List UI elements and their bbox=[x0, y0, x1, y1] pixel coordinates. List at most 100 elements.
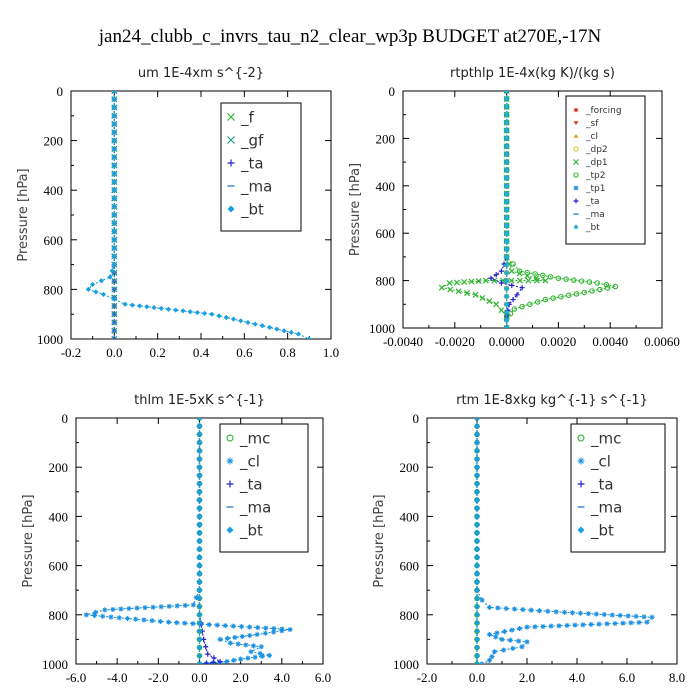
data-point bbox=[479, 294, 486, 302]
data-point bbox=[196, 645, 203, 651]
data-point bbox=[504, 230, 510, 236]
x-tick-label: -2.0 bbox=[148, 670, 169, 685]
y-tick-label: 0 bbox=[57, 84, 64, 99]
series-layer bbox=[85, 91, 312, 339]
data-point bbox=[493, 272, 499, 278]
data-point bbox=[150, 604, 156, 610]
legend-label: _dp2 bbox=[585, 145, 608, 155]
y-tick-label: 800 bbox=[376, 274, 396, 289]
data-point bbox=[504, 206, 510, 213]
y-tick-label: 800 bbox=[400, 608, 420, 623]
data-point bbox=[482, 277, 489, 284]
y-tick-label: 0 bbox=[389, 84, 396, 99]
data-point bbox=[565, 292, 572, 299]
data-point bbox=[504, 167, 510, 173]
data-point bbox=[564, 622, 570, 629]
data-point bbox=[588, 621, 594, 628]
data-point bbox=[166, 603, 172, 609]
x-tick-label: -0.0040 bbox=[383, 334, 423, 349]
y-tick-label: 0 bbox=[62, 411, 69, 426]
legend-marker bbox=[573, 121, 579, 125]
legend-marker bbox=[577, 457, 585, 465]
data-point bbox=[504, 96, 510, 102]
data-point bbox=[227, 640, 233, 646]
data-point bbox=[499, 636, 505, 642]
legend-item: _cl bbox=[573, 132, 598, 142]
data-point bbox=[494, 630, 500, 636]
data-point bbox=[589, 288, 595, 294]
legend-label: _cl bbox=[585, 132, 598, 142]
data-point bbox=[504, 104, 510, 110]
y-axis-label: Pressure [hPa] bbox=[21, 494, 36, 587]
data-point bbox=[446, 279, 453, 286]
legend-item: _ta bbox=[227, 154, 264, 173]
y-tick-label: 400 bbox=[376, 179, 396, 194]
data-point bbox=[558, 293, 564, 300]
data-point bbox=[196, 530, 203, 536]
data-point bbox=[542, 296, 549, 303]
data-point bbox=[252, 321, 258, 327]
data-point bbox=[604, 621, 610, 627]
data-point bbox=[111, 154, 117, 160]
data-point bbox=[468, 278, 475, 285]
legend-marker bbox=[226, 457, 234, 465]
x-tick-label: -0.2 bbox=[61, 345, 82, 360]
data-point bbox=[561, 609, 568, 615]
data-point bbox=[111, 335, 118, 339]
data-point bbox=[571, 277, 577, 283]
data-point bbox=[488, 275, 494, 281]
chart-panel-3: thlm 1E-5xK s^{-1} Pressure [hPa] -6.0 -4.0… bbox=[21, 393, 331, 685]
data-point bbox=[196, 653, 203, 659]
legend: _f _gf _ta _ma _bt bbox=[220, 102, 302, 232]
x-tick-label: -0.0020 bbox=[435, 334, 475, 349]
data-point bbox=[118, 606, 124, 612]
data-point bbox=[510, 261, 516, 267]
legend-label: _bt bbox=[239, 521, 263, 540]
data-point bbox=[246, 624, 253, 630]
data-point bbox=[503, 605, 509, 612]
data-point bbox=[247, 632, 253, 639]
data-point bbox=[532, 624, 538, 630]
data-point bbox=[263, 625, 269, 631]
data-point bbox=[111, 228, 117, 235]
data-point bbox=[111, 262, 117, 268]
data-point bbox=[165, 306, 172, 312]
data-point bbox=[572, 622, 578, 628]
legend-item: _ma bbox=[226, 498, 271, 517]
legend-label: _ta bbox=[585, 197, 600, 207]
data-point bbox=[209, 311, 215, 317]
x-tick-label: 0.0 bbox=[106, 345, 122, 360]
data-point bbox=[596, 621, 602, 627]
figure-title: jan24_clubb_c_invrs_tau_n2_clear_wp3p BU… bbox=[98, 26, 602, 47]
data-point bbox=[166, 619, 172, 625]
legend-label: _ma bbox=[239, 498, 271, 517]
data-point bbox=[474, 653, 480, 659]
legend-item: _dp1 bbox=[573, 158, 608, 168]
data-point bbox=[527, 301, 533, 308]
data-point bbox=[511, 606, 518, 612]
data-point bbox=[593, 611, 599, 617]
data-point bbox=[151, 304, 157, 311]
data-point bbox=[453, 279, 460, 286]
data-point bbox=[158, 604, 164, 610]
data-point bbox=[262, 630, 268, 636]
data-point bbox=[486, 657, 493, 663]
data-point bbox=[553, 609, 559, 615]
data-point bbox=[504, 214, 510, 220]
legend-label: _ma bbox=[590, 498, 622, 517]
data-point bbox=[196, 554, 203, 560]
data-point bbox=[474, 489, 480, 495]
data-point bbox=[205, 651, 211, 657]
data-point bbox=[532, 271, 538, 277]
data-point bbox=[585, 611, 591, 617]
data-point bbox=[111, 162, 117, 168]
data-point bbox=[190, 602, 196, 608]
data-point bbox=[474, 620, 480, 626]
data-point bbox=[511, 306, 518, 312]
data-point bbox=[254, 631, 260, 638]
data-point bbox=[259, 653, 265, 659]
data-point bbox=[536, 608, 543, 614]
series-bt bbox=[85, 91, 312, 339]
legend-item: _mc bbox=[226, 429, 270, 448]
